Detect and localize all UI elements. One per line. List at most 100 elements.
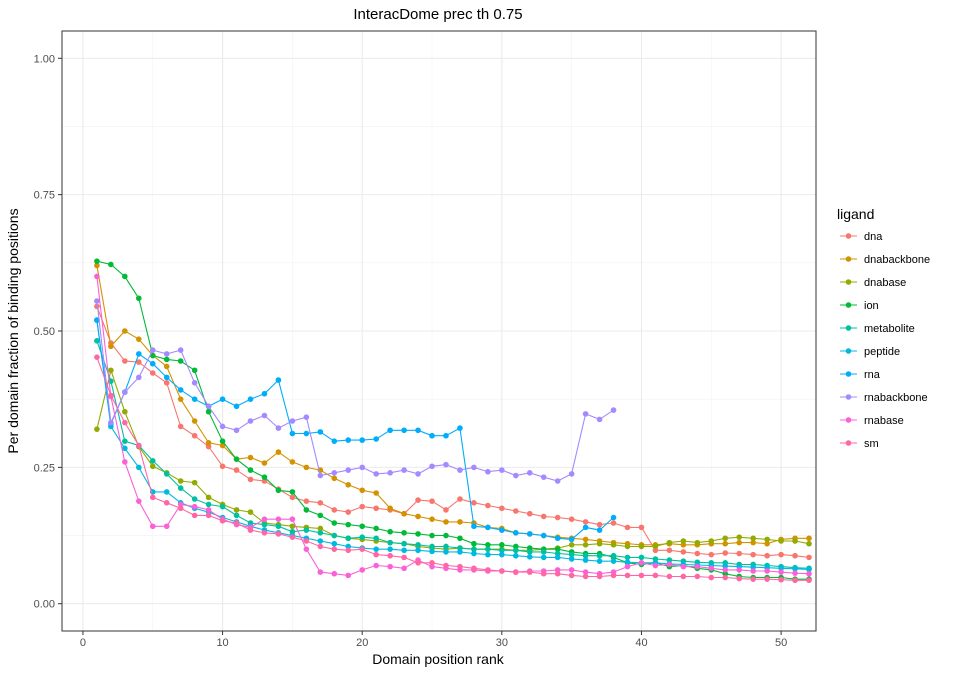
point-rnabackbone bbox=[457, 467, 463, 473]
point-rnabase bbox=[289, 516, 296, 522]
point-peptide bbox=[373, 546, 379, 552]
point-ion bbox=[401, 530, 407, 536]
point-rnabase bbox=[359, 567, 366, 573]
point-dnabase bbox=[694, 539, 701, 546]
point-rna bbox=[401, 427, 407, 434]
point-dnabase bbox=[205, 494, 212, 501]
point-rnabackbone bbox=[485, 468, 491, 475]
point-sm bbox=[708, 574, 715, 581]
point-rnabackbone bbox=[526, 470, 533, 476]
point-dnabase bbox=[680, 538, 687, 544]
point-ion bbox=[233, 456, 240, 462]
point-rna bbox=[526, 531, 533, 537]
series-line-dnabase bbox=[96, 368, 810, 551]
point-dna bbox=[415, 497, 421, 503]
plot-panel: 0 10 20 30 40 50 0.00 0.25 0.50 0.75 1.00 bbox=[34, 30, 817, 649]
point-dnabackbone bbox=[219, 442, 226, 449]
point-dna bbox=[177, 423, 184, 430]
point-rnabackbone bbox=[177, 347, 184, 353]
point-rna bbox=[582, 524, 589, 531]
point-dna bbox=[94, 303, 100, 310]
point-dnabase bbox=[750, 535, 756, 542]
point-dnabase bbox=[177, 478, 184, 484]
point-peptide bbox=[429, 548, 435, 555]
point-rnabackbone bbox=[596, 416, 603, 423]
point-metabolite bbox=[485, 546, 491, 552]
point-rna bbox=[499, 527, 505, 533]
x-tick-label: 50 bbox=[775, 637, 787, 649]
point-ion bbox=[345, 521, 352, 528]
point-ion bbox=[554, 546, 561, 552]
point-dnabackbone bbox=[331, 475, 338, 482]
point-rnabackbone bbox=[610, 407, 617, 413]
point-rnabackbone bbox=[233, 427, 240, 434]
point-rnabase bbox=[652, 562, 659, 569]
point-metabolite bbox=[317, 530, 324, 536]
point-dna bbox=[163, 380, 170, 386]
point-rnabackbone bbox=[303, 414, 310, 420]
point-ion bbox=[303, 507, 310, 513]
legend-label: rnabase bbox=[864, 415, 904, 427]
point-rna bbox=[219, 396, 226, 402]
point-dnabase bbox=[764, 536, 770, 543]
x-tick-label: 20 bbox=[356, 637, 368, 649]
point-rnabackbone bbox=[429, 463, 435, 470]
point-dnabackbone bbox=[359, 487, 366, 494]
point-dna bbox=[792, 552, 798, 559]
point-rna bbox=[457, 425, 463, 431]
point-metabolite bbox=[94, 338, 100, 344]
point-sm bbox=[149, 494, 156, 501]
point-sm bbox=[610, 572, 617, 579]
point-ion bbox=[443, 532, 449, 539]
point-rna bbox=[289, 430, 296, 437]
series-metabolite bbox=[94, 338, 812, 572]
series-rnabackbone bbox=[94, 298, 617, 484]
point-peptide bbox=[540, 554, 547, 561]
point-sm bbox=[135, 442, 142, 449]
legend-key-point bbox=[845, 233, 852, 239]
point-rnabackbone bbox=[149, 347, 156, 353]
point-rnabackbone bbox=[387, 470, 393, 476]
point-rnabase bbox=[135, 498, 142, 504]
point-metabolite bbox=[275, 523, 282, 530]
point-metabolite bbox=[429, 543, 435, 550]
point-sm bbox=[694, 573, 701, 580]
point-rnabase bbox=[568, 567, 575, 573]
point-ion bbox=[415, 531, 421, 537]
point-metabolite bbox=[387, 539, 393, 546]
point-ion bbox=[247, 467, 254, 473]
legend-item-metabolite: metabolite bbox=[840, 323, 915, 335]
point-sm bbox=[443, 562, 449, 569]
point-peptide bbox=[596, 558, 603, 564]
point-dnabase bbox=[624, 543, 631, 550]
legend-label: dnabackbone bbox=[864, 254, 930, 266]
point-ion bbox=[289, 489, 296, 495]
point-metabolite bbox=[540, 549, 547, 555]
legend-item-peptide: peptide bbox=[840, 346, 900, 358]
point-rna bbox=[568, 536, 575, 543]
point-rnabackbone bbox=[568, 471, 575, 477]
point-dna bbox=[429, 498, 435, 504]
legend-key-point bbox=[845, 256, 852, 262]
point-sm bbox=[554, 570, 561, 577]
point-dnabase bbox=[233, 507, 240, 513]
point-dnabackbone bbox=[289, 459, 296, 465]
point-rna bbox=[443, 432, 449, 439]
legend-key-point bbox=[845, 348, 852, 354]
point-sm bbox=[429, 560, 435, 566]
point-dnabase bbox=[736, 534, 743, 540]
point-metabolite bbox=[443, 543, 449, 550]
point-rnabackbone bbox=[401, 467, 407, 473]
legend-label: sm bbox=[864, 438, 879, 450]
point-dna bbox=[345, 509, 352, 515]
point-dnabackbone bbox=[415, 513, 421, 520]
point-sm bbox=[233, 520, 240, 526]
point-rnabackbone bbox=[261, 412, 268, 419]
point-dnabackbone bbox=[387, 505, 393, 512]
legend-key-point bbox=[845, 394, 852, 400]
point-rna bbox=[317, 429, 324, 435]
point-dnabase bbox=[108, 367, 114, 374]
point-dnabackbone bbox=[443, 519, 449, 525]
point-rnabase bbox=[317, 569, 324, 575]
point-dna bbox=[568, 516, 575, 522]
